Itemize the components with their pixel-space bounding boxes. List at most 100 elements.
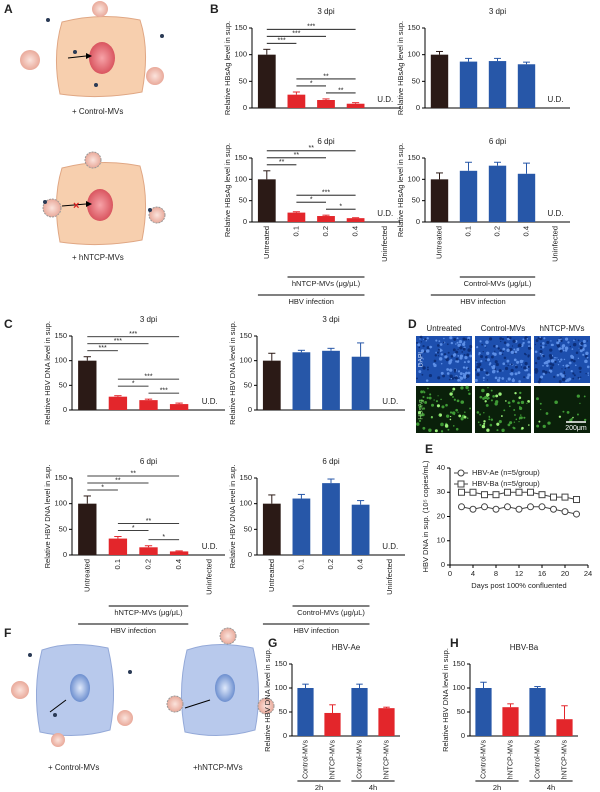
marker (561, 493, 569, 501)
texture (556, 341, 560, 345)
panel-label: F (4, 626, 11, 640)
texture (448, 361, 452, 365)
texture (570, 358, 574, 362)
texture (572, 372, 575, 375)
texture (526, 337, 529, 340)
texture (420, 354, 422, 357)
texture (466, 353, 470, 357)
texture (474, 368, 478, 372)
texture (490, 418, 494, 421)
texture (562, 364, 565, 367)
marker (550, 493, 557, 501)
texture (429, 345, 432, 349)
texture (462, 372, 465, 375)
texture (490, 399, 493, 402)
texture (492, 395, 495, 398)
significance-label: *** (278, 38, 286, 45)
texture (457, 370, 461, 373)
texture (520, 414, 522, 416)
texture (539, 336, 542, 339)
texture (421, 413, 425, 417)
texture (443, 337, 445, 340)
x-tick-label: Control-MVs (480, 740, 487, 779)
texture (451, 377, 455, 380)
texture (506, 348, 510, 352)
texture (567, 341, 570, 344)
texture (433, 363, 437, 368)
bar (556, 719, 573, 736)
texture (477, 421, 480, 424)
x-tick-label: 12 (515, 569, 523, 578)
texture (483, 422, 486, 425)
texture (505, 400, 507, 402)
texture (523, 376, 526, 379)
texture (579, 402, 581, 405)
y-tick-label: 100 (239, 499, 252, 508)
texture (455, 427, 459, 431)
texture (463, 354, 466, 356)
texture (476, 368, 481, 372)
diagram-f: + Control-MVs +hNTCP-MVs (11, 627, 275, 772)
texture (482, 397, 485, 400)
texture (501, 353, 504, 356)
texture (449, 368, 453, 372)
chart-title: 3 dpi (322, 315, 340, 324)
y-tick-label: 0 (248, 550, 252, 559)
texture (419, 338, 421, 340)
y-tick-label: 50 (244, 524, 252, 533)
texture (460, 400, 465, 404)
texture (520, 364, 523, 366)
marker (527, 488, 534, 496)
texture (419, 335, 423, 339)
texture (481, 355, 483, 357)
texture (514, 391, 517, 395)
significance-label: ** (115, 477, 121, 484)
texture (422, 366, 426, 370)
texture (424, 338, 427, 341)
texture (475, 346, 479, 349)
bar (257, 54, 276, 108)
texture (427, 387, 429, 390)
texture (453, 368, 457, 372)
x-tick-label: 0.1 (291, 226, 300, 236)
texture (436, 351, 440, 354)
texture (460, 417, 464, 421)
texture (415, 341, 419, 345)
texture (521, 426, 524, 430)
texture (451, 390, 454, 393)
bar (324, 712, 341, 736)
bar (475, 688, 492, 736)
undetected-label: U.D. (382, 397, 398, 406)
texture (502, 347, 506, 351)
texture (527, 340, 531, 344)
texture (516, 347, 520, 352)
texture (519, 406, 521, 408)
significance-label: *** (114, 338, 122, 345)
texture (584, 355, 588, 358)
chart-title: 6 dpi (489, 137, 507, 146)
texture (456, 337, 459, 340)
texture (577, 357, 580, 360)
texture (418, 370, 422, 374)
texture (576, 413, 579, 416)
texture (481, 343, 484, 346)
texture (456, 341, 459, 344)
panel-label: C (4, 317, 13, 331)
y-axis-label: HBV DNA in sup. (10⁵ copies/mL) (421, 460, 430, 572)
texture (474, 378, 478, 383)
x-tick-label: hNTCP-MVs (383, 740, 390, 780)
y-tick-label: 0 (243, 103, 247, 112)
texture (447, 428, 450, 431)
texture (440, 362, 443, 365)
x-tick-label: 0.4 (356, 559, 365, 569)
texture (486, 379, 489, 381)
y-tick-label: 100 (239, 356, 252, 365)
texture (496, 370, 499, 373)
texture (443, 341, 445, 344)
texture (539, 352, 542, 355)
texture (550, 343, 554, 347)
group-label: 4h (547, 783, 555, 792)
texture (475, 359, 477, 362)
y-axis-label: Relative HBV DNA level in sup. (263, 648, 272, 752)
